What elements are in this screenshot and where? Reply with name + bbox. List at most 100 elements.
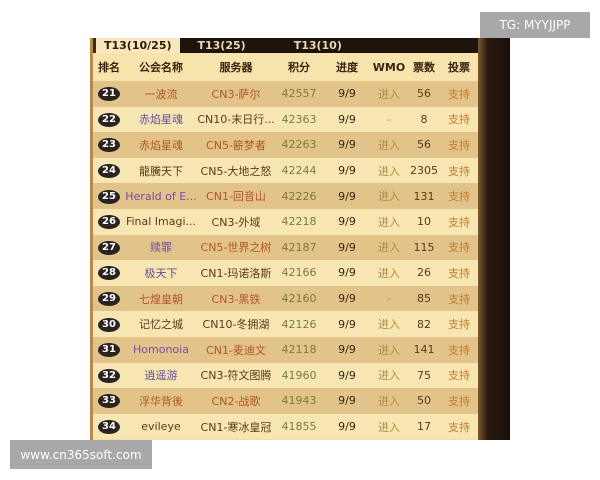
score: 42218 — [281, 215, 317, 229]
support-button[interactable]: 支持 — [448, 87, 470, 101]
wmo-link[interactable]: 进入 — [378, 241, 400, 255]
server-name: CN5-簖梦者 — [206, 138, 266, 152]
wmo-link[interactable]: 进入 — [378, 369, 400, 383]
support-button[interactable]: 支持 — [448, 164, 470, 178]
rank-cell: 23 — [93, 137, 125, 153]
guild-name[interactable]: 记忆之城 — [139, 318, 183, 332]
score: 42126 — [281, 317, 317, 331]
support-button[interactable]: 支持 — [448, 113, 470, 127]
rank-badge: 30 — [98, 317, 120, 332]
rank-badge: 34 — [98, 420, 120, 435]
panel-border — [478, 38, 510, 440]
score: 41855 — [281, 420, 317, 434]
table-row: 26 Final Imagi... CN3-外域 42218 9/9 进入 10 支持 — [93, 208, 480, 235]
vote-count: 75 — [417, 368, 431, 382]
support-button[interactable]: 支持 — [448, 215, 470, 229]
server-name: CN1-玛诺洛斯 — [200, 266, 272, 280]
progress: 9/9 — [338, 420, 356, 434]
tab-t13-25[interactable]: T13(25) — [197, 39, 246, 52]
guild-name[interactable]: 赤焰星魂 — [139, 113, 183, 127]
support-button[interactable]: 支持 — [448, 241, 470, 255]
header-rank: 排名 — [98, 61, 120, 74]
guild-name[interactable]: 逍遥游 — [144, 369, 178, 383]
rank-cell: 21 — [93, 86, 125, 102]
score: 42363 — [281, 112, 317, 126]
wmo-link[interactable]: 进入 — [378, 420, 400, 434]
progress: 9/9 — [338, 138, 356, 152]
table-row: 29 七煌皇朝 CN3-黑铁 42160 9/9 - 85 支持 — [93, 285, 480, 312]
guild-name[interactable]: Homonoia — [133, 343, 189, 357]
guild-name[interactable]: 一波流 — [144, 87, 178, 101]
support-button[interactable]: 支持 — [448, 369, 470, 383]
wmo-link[interactable]: 进入 — [378, 164, 400, 178]
wmo-link[interactable]: 进入 — [378, 87, 400, 101]
support-button[interactable]: 支持 — [448, 318, 470, 332]
support-button[interactable]: 支持 — [448, 190, 470, 204]
score: 42263 — [281, 138, 317, 152]
rank-badge: 21 — [98, 87, 120, 102]
guild-name[interactable]: evileye — [141, 420, 181, 434]
wmo-link[interactable]: 进入 — [378, 318, 400, 332]
support-button[interactable]: 支持 — [448, 266, 470, 280]
vote-count: 56 — [417, 138, 431, 152]
vote-count: 56 — [417, 87, 431, 101]
wmo-link[interactable]: 进入 — [378, 215, 400, 229]
rank-badge: 23 — [98, 138, 120, 153]
score: 41960 — [281, 368, 317, 382]
vote-count: 8 — [420, 112, 428, 126]
vote-count: 131 — [413, 189, 435, 203]
wmo-link[interactable]: 进入 — [378, 394, 400, 408]
header-score: 积分 — [288, 61, 310, 74]
vote-count: 141 — [413, 343, 435, 357]
support-button[interactable]: 支持 — [448, 343, 470, 357]
support-button[interactable]: 支持 — [448, 394, 470, 408]
progress: 9/9 — [338, 394, 356, 408]
server-name: CN2-战歌 — [211, 394, 261, 408]
server-name: CN3-黑铁 — [211, 292, 261, 306]
rank-badge: 24 — [98, 164, 120, 179]
tab-t13-10[interactable]: T13(10) — [293, 39, 342, 52]
wmo-link[interactable]: 进入 — [378, 138, 400, 152]
rank-cell: 31 — [93, 342, 125, 358]
wmo-link[interactable]: 进入 — [378, 266, 400, 280]
rank-badge: 31 — [98, 343, 120, 358]
guild-name[interactable]: 赎罪 — [150, 241, 172, 255]
support-button[interactable]: 支持 — [448, 138, 470, 152]
table-row: 31 Homonoia CN1-麦迪文 42118 9/9 进入 141 支持 — [93, 336, 480, 363]
vote-count: 115 — [413, 240, 435, 254]
table-row: 25 Herald of E... CN1-回音山 42226 9/9 进入 131 支持 — [93, 183, 480, 209]
vote-count: 17 — [417, 420, 431, 434]
support-button[interactable]: 支持 — [448, 420, 470, 434]
progress: 9/9 — [338, 292, 356, 306]
progress: 9/9 — [338, 368, 356, 382]
guild-name[interactable]: 赤焰星魂 — [139, 138, 183, 152]
vote-count: 26 — [417, 266, 431, 280]
score: 42118 — [281, 343, 317, 357]
vote-count: 85 — [417, 292, 431, 306]
guild-name[interactable]: Herald of E... — [125, 189, 197, 203]
rank-cell: 30 — [93, 317, 125, 332]
table-row: 23 赤焰星魂 CN5-簖梦者 42263 9/9 进入 56 支持 — [93, 132, 480, 158]
score: 42226 — [281, 189, 317, 203]
progress: 9/9 — [338, 343, 356, 357]
support-button[interactable]: 支持 — [448, 292, 470, 306]
table-row: 33 浮华背後 CN2-战歌 41943 9/9 进入 50 支持 — [93, 388, 480, 414]
table-header: 排名 公会名称 服务器 积分 进度 WMO 票数 投票 — [93, 53, 480, 81]
guild-name[interactable]: 龍騰天下 — [139, 164, 183, 178]
guild-name[interactable]: Final Imagi... — [125, 215, 197, 229]
progress: 9/9 — [338, 87, 356, 101]
rank-badge: 29 — [98, 292, 120, 307]
rank-cell: 25 — [93, 189, 125, 204]
tab-t13-10-25[interactable]: T13(10/25) — [93, 38, 180, 53]
wmo-link[interactable]: 进入 — [378, 190, 400, 204]
guild-name[interactable]: 极天下 — [144, 266, 178, 280]
header-progress: 进度 — [336, 61, 358, 74]
progress: 9/9 — [338, 266, 356, 280]
rank-badge: 26 — [98, 215, 120, 230]
score: 42160 — [281, 292, 317, 306]
watermark-bottom: www.cn365soft.com — [10, 440, 152, 469]
guild-name[interactable]: 浮华背後 — [139, 394, 183, 408]
guild-name[interactable]: 七煌皇朝 — [139, 292, 183, 306]
vote-count: 50 — [417, 394, 431, 408]
wmo-link[interactable]: 进入 — [378, 343, 400, 357]
